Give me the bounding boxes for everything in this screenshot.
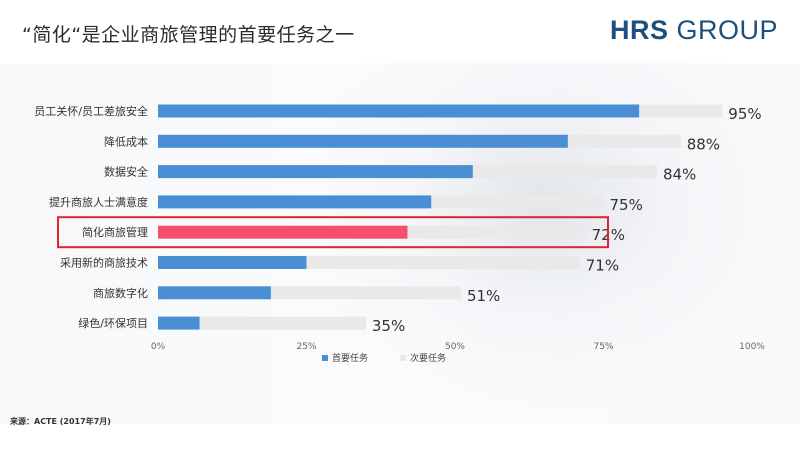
category-label: 绿色/环保项目	[78, 316, 148, 330]
total-label: 84%	[663, 166, 696, 184]
x-tick-label: 50%	[445, 342, 465, 352]
bar-primary	[158, 256, 307, 269]
category-label: 采用新的商旅技术	[60, 256, 148, 270]
logo-bold-text: HRS	[609, 15, 669, 45]
bar-primary	[158, 165, 473, 179]
bar-secondary	[407, 225, 586, 239]
source-note: 来源：ACTE (2017年7月)	[10, 417, 111, 426]
legend-label: 次要任务	[410, 352, 446, 364]
bar-primary	[158, 316, 200, 330]
category-label: 员工关怀/员工差旅安全	[34, 104, 148, 118]
bar-primary	[158, 225, 408, 239]
legend-swatch	[322, 355, 328, 361]
bar-secondary	[431, 195, 604, 209]
x-tick-label: 0%	[151, 342, 166, 352]
page-title: “简化“是企业商旅管理的首要任务之一	[22, 24, 355, 46]
bar-secondary	[199, 316, 366, 330]
legend-swatch	[400, 355, 406, 361]
category-label: 降低成本	[104, 134, 148, 148]
category-label: 简化商旅管理	[82, 225, 148, 239]
total-label: 95%	[728, 105, 761, 123]
bar-secondary	[567, 134, 681, 148]
hrs-group-logo: HRS GROUP	[610, 15, 778, 46]
background-image	[330, 60, 800, 420]
bar-primary	[158, 134, 568, 148]
category-label: 商旅数字化	[93, 286, 148, 300]
logo-light-text: GROUP	[668, 15, 778, 45]
bar-secondary	[306, 256, 580, 269]
x-tick-label: 100%	[739, 342, 765, 352]
legend-label: 首要任务	[332, 352, 368, 364]
x-tick-label: 25%	[296, 342, 316, 352]
bar-secondary	[472, 165, 657, 179]
x-tick-label: 75%	[593, 342, 613, 352]
highlight-box	[57, 216, 609, 249]
bar-primary	[158, 286, 271, 300]
total-label: 35%	[372, 317, 405, 335]
total-label: 75%	[610, 196, 643, 214]
bar-secondary	[639, 104, 723, 118]
category-label: 提升商旅人士满意度	[49, 195, 148, 209]
category-label: 数据安全	[104, 165, 148, 179]
bar-primary	[158, 104, 640, 118]
total-label: 71%	[586, 257, 619, 275]
bar-primary	[158, 195, 432, 209]
total-label: 88%	[687, 135, 720, 153]
bar-secondary	[270, 286, 461, 300]
total-label: 51%	[467, 287, 500, 305]
